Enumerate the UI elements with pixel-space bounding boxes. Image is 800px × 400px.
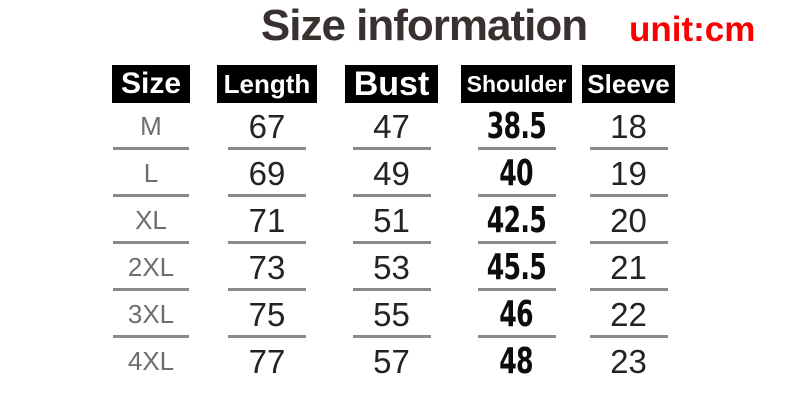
length-value-cell: 71 [217, 197, 317, 244]
column-shoulder: Shoulder 38.5 40 42.5 45.5 46 48 [461, 65, 572, 385]
shoulder-value-cell: 48 [461, 338, 572, 385]
size-label: 3XL [127, 299, 175, 329]
shoulder-value-cell: 40 [461, 150, 572, 197]
row-divider [477, 194, 556, 197]
sleeve-value: 22 [610, 295, 647, 333]
length-value-cell: 69 [217, 150, 317, 197]
unit-label: unit:cm [629, 10, 756, 49]
shoulder-value: 42.5 [486, 200, 547, 241]
size-label-cell: XL [112, 197, 190, 244]
bust-value: 49 [373, 154, 410, 192]
row-divider [352, 241, 431, 244]
length-value: 69 [248, 154, 286, 192]
row-divider [477, 147, 556, 150]
page-title: Size information [260, 1, 588, 50]
bust-value: 47 [373, 107, 410, 145]
column-header-sleeve: Sleeve [582, 65, 675, 103]
size-label: 2XL [127, 252, 175, 282]
row-divider [228, 241, 306, 244]
row-divider [352, 194, 431, 197]
size-label-cell: 4XL [112, 338, 190, 385]
row-divider [228, 288, 306, 291]
sleeve-value-cell: 23 [582, 338, 675, 385]
row-divider [228, 194, 306, 197]
size-label-cell: 3XL [112, 291, 190, 338]
row-divider [477, 335, 556, 338]
row-divider [113, 335, 189, 338]
length-value: 73 [248, 248, 286, 286]
sleeve-value: 23 [610, 342, 647, 380]
row-divider [477, 288, 556, 291]
bust-value: 55 [373, 295, 410, 333]
row-divider [589, 194, 668, 197]
shoulder-value: 40 [499, 153, 534, 194]
bust-value-cell: 51 [345, 197, 438, 244]
shoulder-value-cell: 38.5 [461, 103, 572, 150]
bust-value-cell: 55 [345, 291, 438, 338]
sleeve-value: 19 [610, 154, 647, 192]
length-value: 77 [248, 342, 286, 380]
sleeve-value-cell: 20 [582, 197, 675, 244]
bust-value: 57 [373, 342, 410, 380]
bust-value: 53 [373, 248, 410, 286]
size-label-cell: L [112, 150, 190, 197]
bust-value-cell: 49 [345, 150, 438, 197]
sleeve-value-cell: 21 [582, 244, 675, 291]
row-divider [228, 335, 306, 338]
row-divider [352, 288, 431, 291]
row-divider [589, 147, 668, 150]
column-header-size: Size [112, 65, 190, 103]
row-divider [589, 288, 668, 291]
bust-value-cell: 57 [345, 338, 438, 385]
column-header-shoulder: Shoulder [461, 65, 572, 103]
column-header-length: Length [217, 65, 317, 103]
sleeve-value: 18 [610, 107, 647, 145]
row-divider [352, 147, 431, 150]
sleeve-value-cell: 18 [582, 103, 675, 150]
column-header-bust: Bust [345, 65, 438, 103]
length-value: 71 [248, 201, 286, 239]
size-label: M [140, 111, 162, 141]
row-divider [589, 241, 668, 244]
row-divider [589, 335, 668, 338]
shoulder-value: 46 [499, 294, 534, 335]
column-size: Size M L XL 2XL 3XL 4XL [112, 65, 190, 385]
column-length: Length 67 69 71 73 75 77 [217, 65, 317, 385]
bust-value: 51 [373, 201, 410, 239]
bust-value-cell: 47 [345, 103, 438, 150]
size-label: XL [135, 205, 167, 235]
length-value-cell: 67 [217, 103, 317, 150]
bust-value-cell: 53 [345, 244, 438, 291]
size-label: L [143, 158, 159, 188]
sleeve-value: 20 [610, 201, 647, 239]
shoulder-value: 38.5 [486, 106, 547, 147]
column-bust: Bust 47 49 51 53 55 57 [345, 65, 438, 385]
size-label-cell: M [112, 103, 190, 150]
row-divider [352, 335, 431, 338]
shoulder-value-cell: 46 [461, 291, 572, 338]
sleeve-value-cell: 19 [582, 150, 675, 197]
size-label-cell: 2XL [112, 244, 190, 291]
sleeve-value-cell: 22 [582, 291, 675, 338]
length-value-cell: 73 [217, 244, 317, 291]
sleeve-value: 21 [610, 248, 647, 286]
length-value: 75 [248, 295, 286, 333]
row-divider [477, 241, 556, 244]
shoulder-value-cell: 42.5 [461, 197, 572, 244]
shoulder-value: 45.5 [486, 247, 547, 288]
row-divider [113, 288, 189, 291]
column-sleeve: Sleeve 18 19 20 21 22 23 [582, 65, 675, 385]
row-divider [113, 147, 189, 150]
length-value: 67 [248, 107, 286, 145]
length-value-cell: 77 [217, 338, 317, 385]
row-divider [228, 147, 306, 150]
shoulder-value: 48 [499, 341, 534, 382]
length-value-cell: 75 [217, 291, 317, 338]
row-divider [113, 194, 189, 197]
shoulder-value-cell: 45.5 [461, 244, 572, 291]
row-divider [113, 241, 189, 244]
size-label: 4XL [127, 346, 175, 376]
